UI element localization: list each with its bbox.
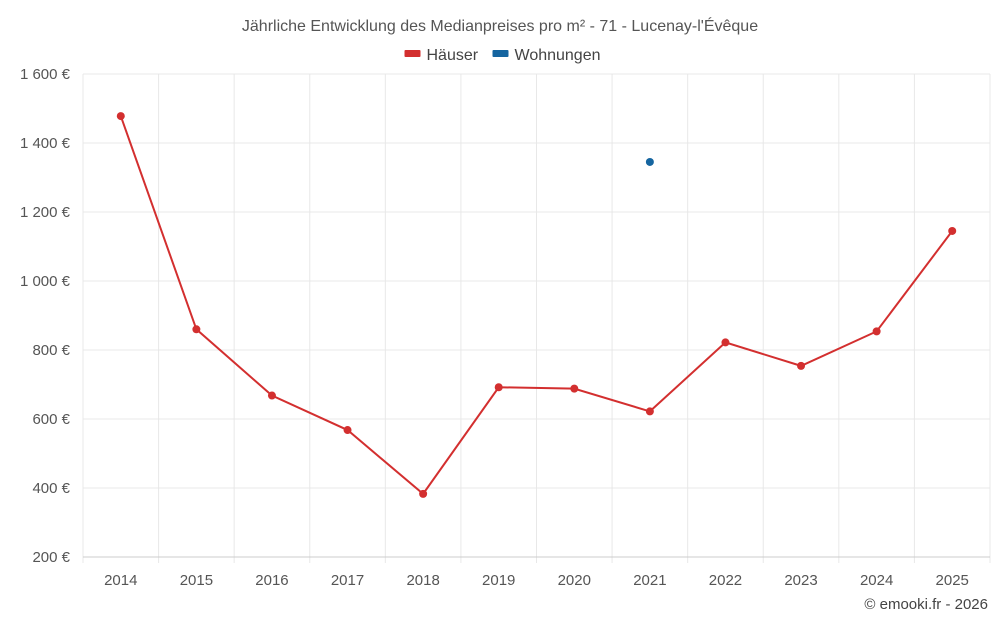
y-tick-label: 800 € [32, 342, 70, 359]
x-tick-label: 2014 [104, 572, 137, 589]
y-tick-label: 400 € [32, 480, 70, 497]
y-tick-label: 1 600 € [20, 66, 71, 83]
x-tick-label: 2022 [709, 572, 742, 589]
data-point[interactable] [494, 383, 503, 392]
x-tick-label: 2015 [180, 572, 213, 589]
x-tick-label: 2017 [331, 572, 364, 589]
x-tick-label: 2024 [860, 572, 893, 589]
x-axis-ticks: 2014 2015 2016 2017 2018 2019 2020 2021 2022 2023… [104, 572, 969, 589]
data-point[interactable] [343, 426, 352, 435]
data-point[interactable] [419, 489, 428, 498]
x-tick-label: 2018 [406, 572, 439, 589]
data-point[interactable] [948, 226, 957, 235]
data-point[interactable] [116, 112, 125, 121]
data-point[interactable] [570, 384, 579, 393]
series-line [119, 115, 954, 496]
chart-title: Jährliche Entwicklung des Medianpreises … [242, 16, 758, 35]
gridlines [82, 73, 991, 563]
x-tick-label: 2025 [936, 572, 969, 589]
data-point[interactable] [192, 325, 201, 334]
x-tick-label: 2021 [633, 572, 666, 589]
data-point[interactable] [645, 157, 654, 166]
series-layer [116, 112, 957, 498]
x-tick-label: 2020 [558, 572, 591, 589]
x-tick-label: 2016 [255, 572, 288, 589]
y-tick-label: 1 400 € [20, 135, 71, 152]
credit-text: © emooki.fr - 2026 [864, 596, 988, 613]
x-tick-label: 2023 [784, 572, 817, 589]
y-tick-label: 1 000 € [20, 273, 71, 290]
data-point[interactable] [721, 338, 730, 347]
data-point[interactable] [872, 327, 881, 336]
data-point[interactable] [645, 407, 654, 416]
legend-swatch [492, 50, 509, 57]
y-tick-label: 1 200 € [20, 204, 71, 221]
y-tick-label: 600 € [32, 411, 70, 428]
legend[interactable]: Häuser Wohnungen [404, 47, 601, 64]
y-tick-label: 200 € [32, 549, 70, 566]
legend-label: Wohnungen [515, 47, 601, 64]
legend-swatch [404, 50, 421, 57]
data-point[interactable] [267, 391, 276, 400]
legend-item[interactable]: Häuser [404, 47, 479, 64]
legend-item[interactable]: Wohnungen [492, 47, 601, 64]
x-tick-label: 2019 [482, 572, 515, 589]
data-point[interactable] [797, 361, 806, 370]
legend-label: Häuser [427, 47, 479, 64]
y-axis-ticks: 200 € 400 € 600 € 800 € 1 000 € 1 200 € 1 400 … [20, 66, 71, 566]
